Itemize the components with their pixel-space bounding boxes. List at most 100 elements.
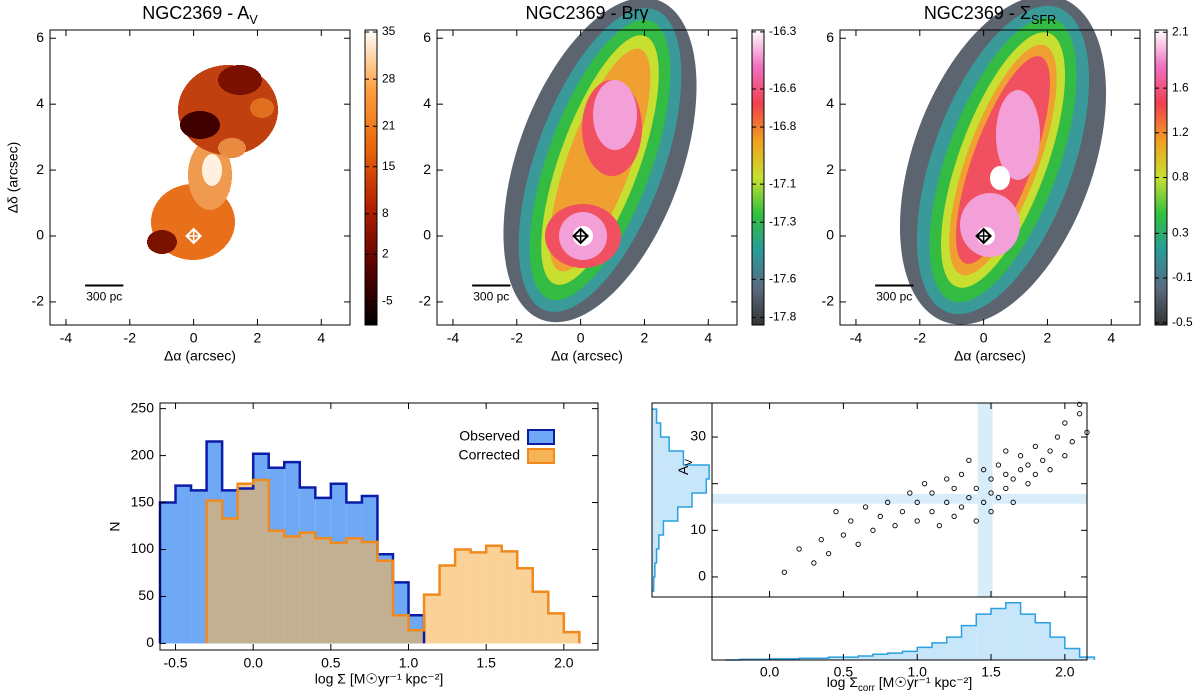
x-tick-label: -4 [850, 330, 863, 346]
scatter-point [811, 560, 817, 566]
scatter-point [921, 481, 928, 487]
marginal-bar [1050, 637, 1065, 660]
x-tick-label: -4 [60, 330, 73, 346]
marginal-bar [946, 637, 962, 660]
x-axis-label: log Σ [M☉yr⁻¹ kpc⁻²] [315, 671, 444, 687]
axes-frame [651, 402, 713, 598]
histogram-bar [377, 560, 393, 644]
y-tick-label: 250 [131, 399, 155, 415]
scatter-point [885, 499, 891, 505]
scatter-point [936, 522, 943, 529]
text-part: NGC2369 - Brγ [525, 3, 648, 23]
scatter-point [1062, 420, 1068, 426]
histogram-bar [361, 541, 378, 644]
scatter-point [995, 495, 1002, 501]
histogram-bar [237, 483, 254, 644]
scatter-point [899, 509, 906, 515]
histogram-bar [206, 500, 223, 644]
x-tick-label: 2 [641, 330, 649, 346]
x-tick-label: 0.0 [760, 664, 780, 680]
histogram-bar [253, 480, 269, 644]
histogram-bar [392, 615, 409, 644]
colorbar-tick-label: -16.8 [769, 119, 797, 133]
y-tick-label: 2 [423, 161, 431, 177]
colorbar-tick-label: -17.6 [769, 271, 797, 285]
scatter-point [1032, 471, 1038, 478]
axes-frame [711, 596, 1088, 661]
axes-frame [839, 29, 1141, 326]
x-tick-label: 4 [1107, 330, 1115, 346]
x-tick-label: 0.0 [243, 655, 263, 671]
histogram-bar [563, 632, 580, 644]
scatter-point [951, 513, 957, 519]
x-tick-label: 1.5 [476, 655, 496, 671]
colorbar-tick-label: 35 [382, 24, 396, 38]
marginal-outline [652, 408, 710, 592]
scatter-point [1076, 411, 1083, 417]
scatter-point [988, 509, 994, 515]
scatter-point [840, 532, 847, 538]
scatter-point [796, 546, 802, 552]
x-tick-label: -2 [914, 330, 927, 346]
median-band [712, 493, 1087, 504]
legend-label: Corrected [459, 447, 520, 463]
text-part: NGC2369 - A [142, 3, 249, 23]
marginal-bar [1035, 622, 1051, 660]
histogram-bar [501, 551, 518, 644]
y-tick-label: 4 [826, 95, 834, 111]
y-tick-label: 6 [423, 29, 431, 45]
marginal-bar [961, 625, 977, 660]
marginal-bar [652, 451, 684, 466]
marginal-bar [652, 493, 692, 507]
x-tick-label: 2 [1044, 330, 1052, 346]
marginal-bar [652, 534, 659, 549]
x-tick-label: -0.5 [163, 655, 187, 671]
y-tick-label: 200 [131, 446, 155, 462]
histogram-outline [205, 478, 581, 644]
map-image [503, 0, 697, 323]
legend-label: Observed [459, 428, 520, 444]
histogram-bar [315, 538, 331, 644]
y-axis-label: AV [675, 459, 695, 475]
nucleus-cross [186, 229, 201, 244]
x-axis-label: log Σcorr [M☉yr⁻¹ kpc⁻²] [827, 674, 972, 691]
x-tick-label: 0 [577, 330, 585, 346]
nucleus-cross [573, 229, 588, 244]
histogram-bar [486, 545, 502, 644]
scatter-point [1003, 471, 1009, 478]
scatter-point [966, 457, 972, 464]
scatter-point [1047, 467, 1053, 473]
axes-frame [436, 29, 738, 326]
axes-frame [159, 402, 599, 651]
scatter-point [862, 504, 869, 510]
histogram-bar [455, 549, 471, 644]
y-tick-label: 0 [423, 227, 431, 243]
histogram-bar [191, 490, 207, 644]
x-tick-label: 2.0 [1055, 664, 1075, 680]
marginal-bar [799, 658, 814, 660]
marginal-bar [991, 608, 1006, 660]
y-tick-label: -2 [822, 293, 835, 309]
scatter-point [1069, 439, 1075, 445]
marginal-bar [887, 653, 903, 660]
x-tick-label: -2 [124, 330, 137, 346]
colorbar-tick-label: -5 [382, 294, 393, 308]
scatter-point [914, 518, 920, 524]
colorbar-tick-label: 15 [382, 159, 396, 173]
histogram-bar [268, 530, 285, 644]
scatter-point [981, 467, 987, 473]
scatter-point [1076, 401, 1083, 408]
x-tick-label: 2.0 [554, 655, 574, 671]
marginal-bar [652, 576, 654, 591]
marginal-bar [652, 548, 657, 563]
text-part: A [675, 465, 691, 475]
histogram-bar [160, 502, 176, 644]
marginal-bar [917, 647, 932, 660]
histogram-bar [299, 532, 316, 644]
x-tick-label: 4 [317, 330, 325, 346]
scatter-point [1047, 448, 1053, 454]
x-tick-label: 0 [980, 330, 988, 346]
y-axis-label: Δδ (arcsec) [5, 142, 21, 214]
colorbar-tick-label: -17.1 [769, 176, 797, 190]
